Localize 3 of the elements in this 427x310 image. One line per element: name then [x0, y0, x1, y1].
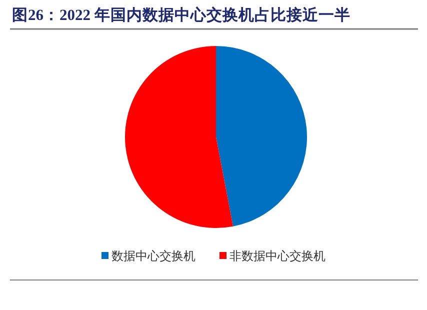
legend-label: 数据中心交换机	[112, 249, 196, 263]
chart-title: 图26：2022 年国内数据中心交换机占比接近一半	[12, 5, 350, 24]
legend-label: 非数据中心交换机	[230, 249, 326, 263]
